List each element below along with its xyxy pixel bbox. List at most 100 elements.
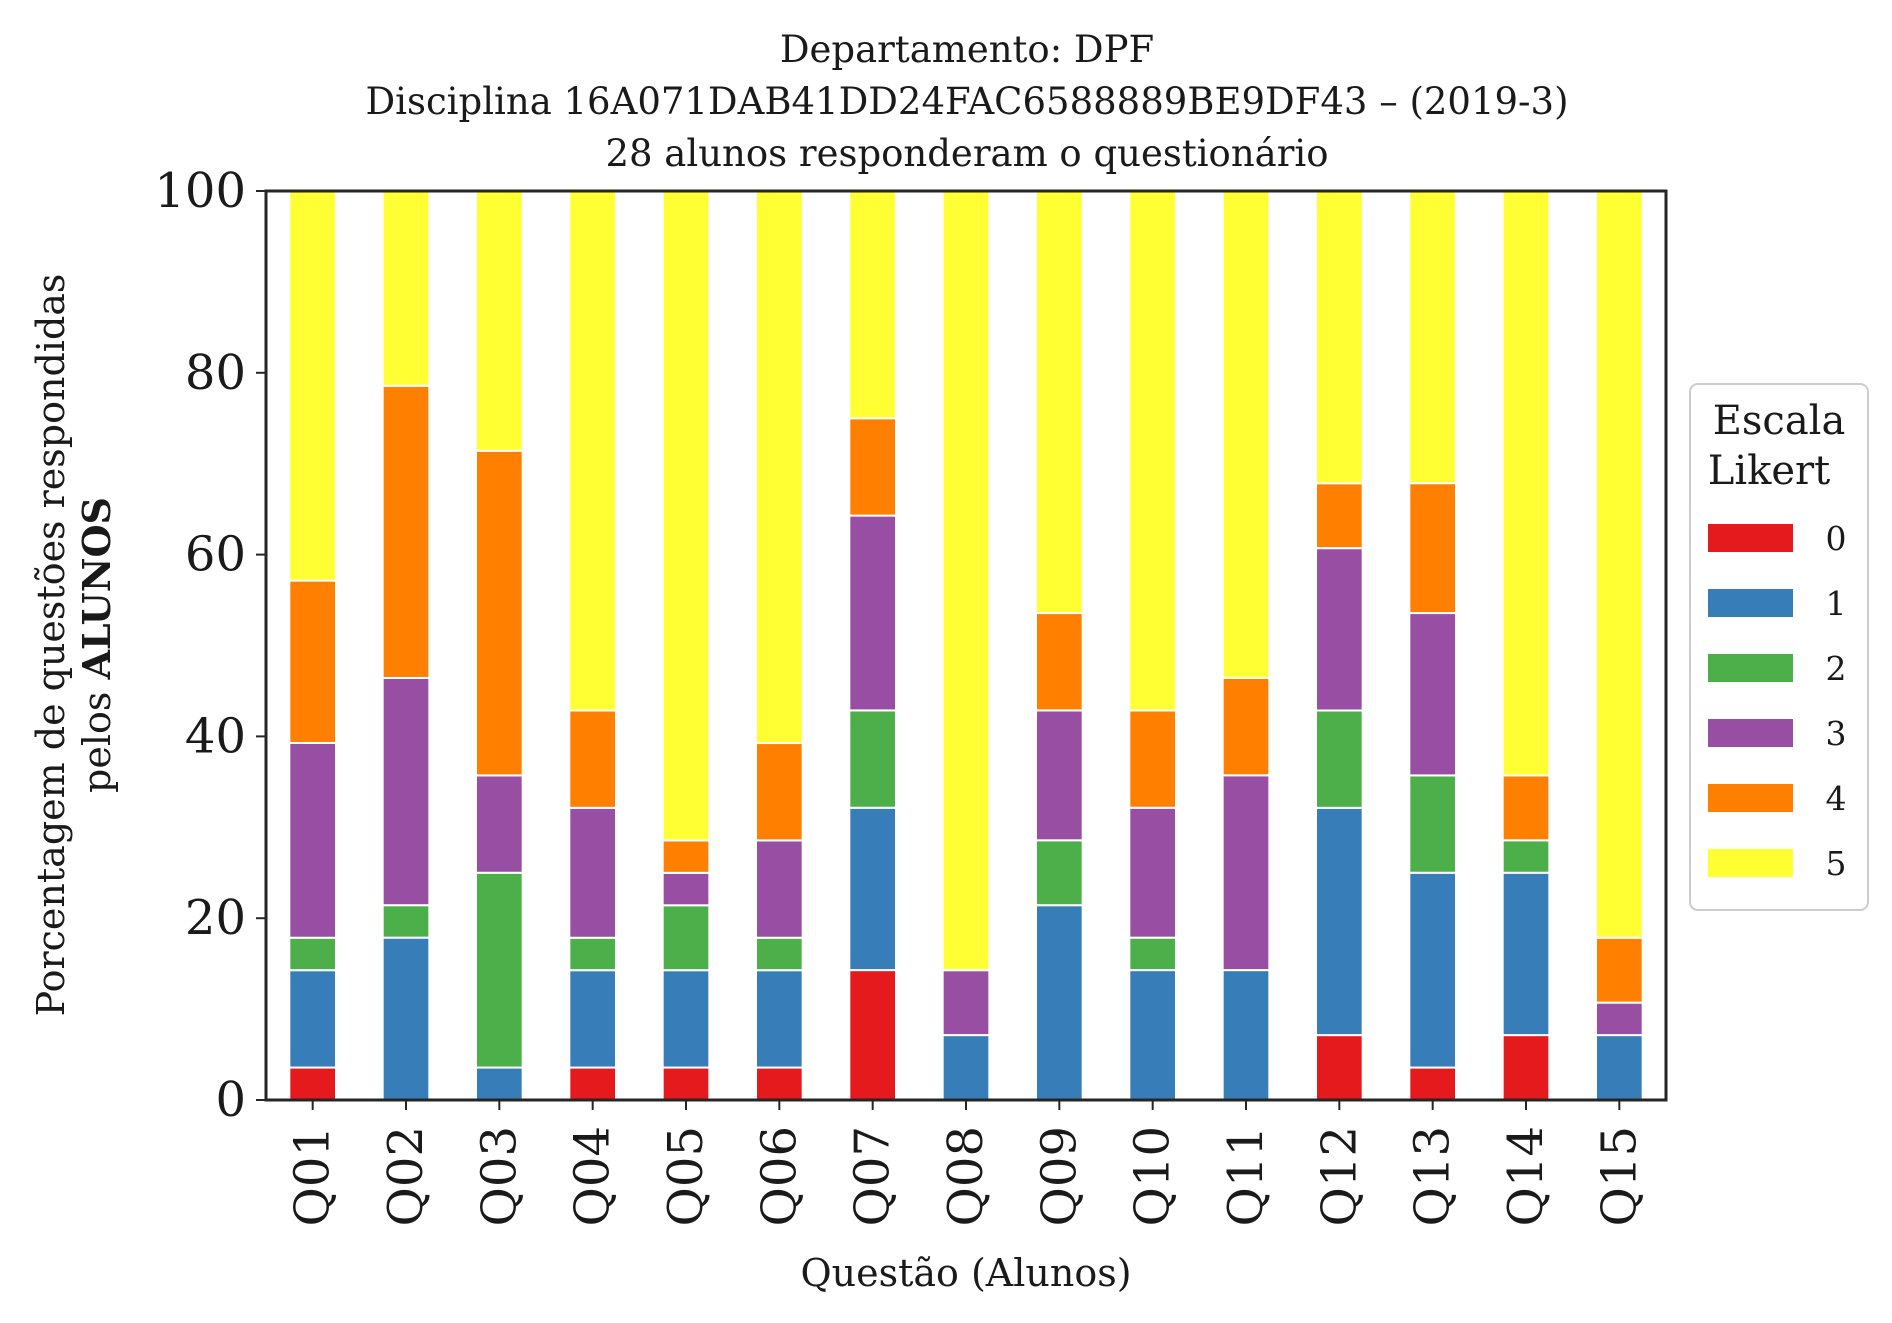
x-tick-label-q14: Q14 — [1498, 1126, 1554, 1226]
bar-q14-likert-5 — [1501, 190, 1551, 777]
y-tick-label: 20 — [185, 890, 246, 946]
bar-q14-likert-2 — [1501, 839, 1551, 874]
bar-q12-likert-3 — [1315, 547, 1364, 712]
bar-q15-likert-4 — [1595, 936, 1644, 1004]
bar-q09-likert-4 — [1035, 612, 1084, 712]
bar-q13-likert-0 — [1408, 1066, 1457, 1102]
chart-title: Departamento: DPF Disciplina 16A071DAB41… — [365, 28, 1568, 175]
bar-q10-likert-2 — [1128, 936, 1177, 972]
x-tick-label-q11: Q11 — [1218, 1126, 1274, 1226]
bar-q12-likert-0 — [1315, 1034, 1364, 1101]
y-axis-ticks: 0 20 40 60 80 100 — [154, 163, 266, 1128]
bar-q05-likert-2 — [661, 904, 711, 972]
bar-q14-likert-1 — [1501, 871, 1551, 1037]
chart-title-line-1: Departamento: DPF — [780, 28, 1154, 71]
x-tick-label-q02: Q02 — [378, 1126, 434, 1226]
bar-q14-likert-0 — [1501, 1034, 1551, 1101]
bar-q15-likert-3 — [1595, 1001, 1644, 1037]
bar-q13-likert-4 — [1408, 482, 1457, 615]
chart-title-line-2: Disciplina 16A071DAB41DD24FAC6588889BE9D… — [365, 80, 1568, 123]
bar-q09-likert-2 — [1035, 839, 1084, 907]
legend-swatch-1 — [1708, 589, 1793, 617]
bar-q08-likert-1 — [941, 1034, 991, 1101]
x-tick-label-q15: Q15 — [1591, 1126, 1647, 1226]
x-tick-label-q05: Q05 — [658, 1126, 714, 1226]
bar-q14-likert-4 — [1501, 774, 1551, 842]
x-tick-label-q03: Q03 — [471, 1126, 527, 1226]
x-tick-label-q10: Q10 — [1125, 1126, 1181, 1226]
bar-q11-likert-3 — [1221, 774, 1271, 972]
bar-q01-likert-2 — [288, 936, 337, 972]
bar-q03-likert-3 — [475, 774, 524, 874]
chart-title-line-3: 28 alunos responderam o questionário — [605, 132, 1328, 175]
bar-q02-likert-5 — [381, 190, 431, 387]
bar-q03-likert-2 — [475, 871, 524, 1069]
bar-q06-likert-1 — [755, 969, 804, 1069]
legend-swatch-5 — [1708, 849, 1793, 877]
y-tick-label: 0 — [215, 1072, 246, 1128]
x-tick-label-q13: Q13 — [1405, 1126, 1461, 1226]
bars-group — [288, 190, 1644, 1102]
x-tick-label-q07: Q07 — [845, 1126, 901, 1226]
bar-q02-likert-2 — [381, 904, 431, 939]
legend-swatch-0 — [1708, 524, 1793, 552]
bar-q03-likert-5 — [475, 190, 524, 452]
bar-q12-likert-1 — [1315, 806, 1364, 1037]
x-tick-label-q04: Q04 — [565, 1126, 621, 1226]
bar-q07-likert-0 — [848, 969, 898, 1101]
y-tick-label: 40 — [185, 708, 246, 764]
bar-q10-likert-5 — [1128, 190, 1177, 712]
bar-q05-likert-4 — [661, 839, 711, 874]
bar-q04-likert-5 — [568, 190, 618, 712]
bar-q04-likert-2 — [568, 936, 618, 972]
bar-q02-likert-4 — [381, 384, 431, 679]
bar-q05-likert-5 — [661, 190, 711, 842]
y-tick-label: 100 — [154, 163, 246, 219]
bar-q11-likert-4 — [1221, 676, 1271, 777]
bar-q03-likert-4 — [475, 449, 524, 777]
bar-q06-likert-2 — [755, 936, 804, 972]
legend-label-2: 2 — [1826, 649, 1847, 688]
bar-q07-likert-1 — [848, 806, 898, 972]
bar-q10-likert-3 — [1128, 806, 1177, 939]
bar-q13-likert-3 — [1408, 612, 1457, 777]
plot-frame — [264, 189, 1668, 1102]
bar-q12-likert-2 — [1315, 709, 1364, 809]
bar-q07-likert-2 — [848, 709, 898, 809]
bar-q06-likert-3 — [755, 839, 804, 939]
bar-q05-likert-1 — [661, 969, 711, 1069]
bar-q02-likert-3 — [381, 676, 431, 907]
x-tick-label-q12: Q12 — [1311, 1126, 1367, 1226]
bar-q01-likert-1 — [288, 969, 337, 1069]
y-tick-label: 80 — [185, 345, 246, 401]
x-axis-label: Questão (Alunos) — [800, 1251, 1131, 1295]
legend-label-5: 5 — [1826, 844, 1847, 883]
x-tick-label-q08: Q08 — [938, 1126, 994, 1226]
bar-q11-likert-5 — [1221, 190, 1271, 679]
legend-label-0: 0 — [1826, 519, 1847, 558]
bar-q04-likert-0 — [568, 1066, 618, 1102]
legend-swatch-3 — [1708, 719, 1793, 747]
legend-box — [1689, 383, 1869, 911]
y-axis-label: Porcentagem de questões respondidas pelo… — [29, 274, 119, 1017]
bar-q07-likert-3 — [848, 514, 898, 712]
bar-q01-likert-4 — [288, 579, 337, 744]
legend-title-line-1: Escala — [1713, 398, 1846, 444]
x-tick-label-q01: Q01 — [285, 1126, 341, 1226]
bar-q10-likert-4 — [1128, 709, 1177, 809]
bar-q01-likert-3 — [288, 741, 337, 939]
bar-q04-likert-4 — [568, 709, 618, 809]
legend-items: 0 1 2 3 4 5 — [1708, 519, 1847, 883]
bar-q05-likert-0 — [661, 1066, 711, 1102]
bar-q15-likert-5 — [1595, 190, 1644, 939]
legend-swatch-2 — [1708, 654, 1793, 682]
bar-q03-likert-1 — [475, 1066, 524, 1102]
legend-label-1: 1 — [1826, 584, 1847, 623]
bar-q13-likert-1 — [1408, 871, 1457, 1069]
legend: Escala Likert 0 1 2 3 4 5 — [1689, 383, 1869, 911]
bar-q13-likert-2 — [1408, 774, 1457, 874]
bar-q13-likert-5 — [1408, 190, 1457, 485]
y-axis-label-line-2: pelos ALUNOS — [74, 497, 119, 793]
bar-q08-likert-3 — [941, 969, 991, 1037]
